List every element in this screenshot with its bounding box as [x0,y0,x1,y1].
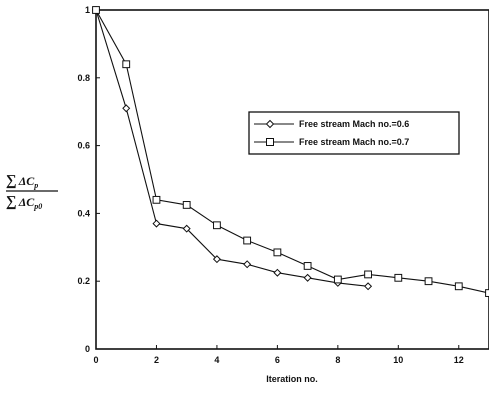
series-0-point [273,268,282,277]
x-tick-label: 0 [93,355,98,365]
series-1-point [213,221,221,230]
series-1-point [394,273,403,282]
x-tick-label: 8 [335,355,340,365]
series-1-point [424,277,433,286]
y-axis-label: ∑ ΔCp ∑ ΔCp0 [6,173,58,211]
legend: Free stream Mach no.=0.6 Free stream Mac… [248,111,460,155]
y-tick-label: 1 [85,5,90,15]
series-1-point [485,289,489,297]
series-0-point [152,219,161,228]
series-0-point [122,104,131,113]
legend-label-mach-0-6: Free stream Mach no.=0.6 [299,119,409,129]
series-1-point [152,195,161,204]
series-1-point [364,270,372,279]
y-axis-label-numerator: ∑ ΔCp [6,173,38,190]
series-0-point [182,224,191,233]
legend-marker-square [266,138,274,146]
series-layer [91,5,489,297]
y-axis-label-denominator: ∑ ΔCp0 [6,194,42,211]
x-axis-ticks: 0 2 4 6 8 10 12 [93,345,464,365]
series-0-point [303,273,312,282]
x-tick-label: 6 [275,355,280,365]
x-tick-label: 2 [154,355,159,365]
plot-frame [95,9,489,350]
series-1-point [454,282,463,291]
legend-label-mach-0-7: Free stream Mach no.=0.7 [299,137,409,147]
y-axis-ticks: 0 0.2 0.4 0.6 0.8 1 [77,5,100,354]
y-tick-label: 0.4 [77,208,90,218]
x-axis-label: Iteration no. [266,374,318,384]
x-tick-label: 10 [393,355,403,365]
series-1-point [243,236,252,245]
legend-marker-diamond [265,119,275,129]
x-tick-label: 4 [214,355,219,365]
series-0-point [364,282,373,291]
y-tick-label: 0.6 [77,141,90,151]
series-1-point [303,262,312,270]
series-1-point [122,60,131,69]
x-tick-label: 12 [454,355,464,365]
legend-box [248,111,460,155]
y-tick-label: 0.8 [77,73,90,83]
series-1-point [92,6,100,14]
series-1-point [333,275,342,284]
series-1-point [273,248,282,257]
series-0-line [95,9,369,287]
series-0-point [212,255,221,264]
series-0-point [243,260,252,269]
series-1-point [182,201,191,209]
series-1-line [95,9,489,294]
y-tick-label: 0 [85,344,90,354]
y-tick-label: 0.2 [77,276,90,286]
